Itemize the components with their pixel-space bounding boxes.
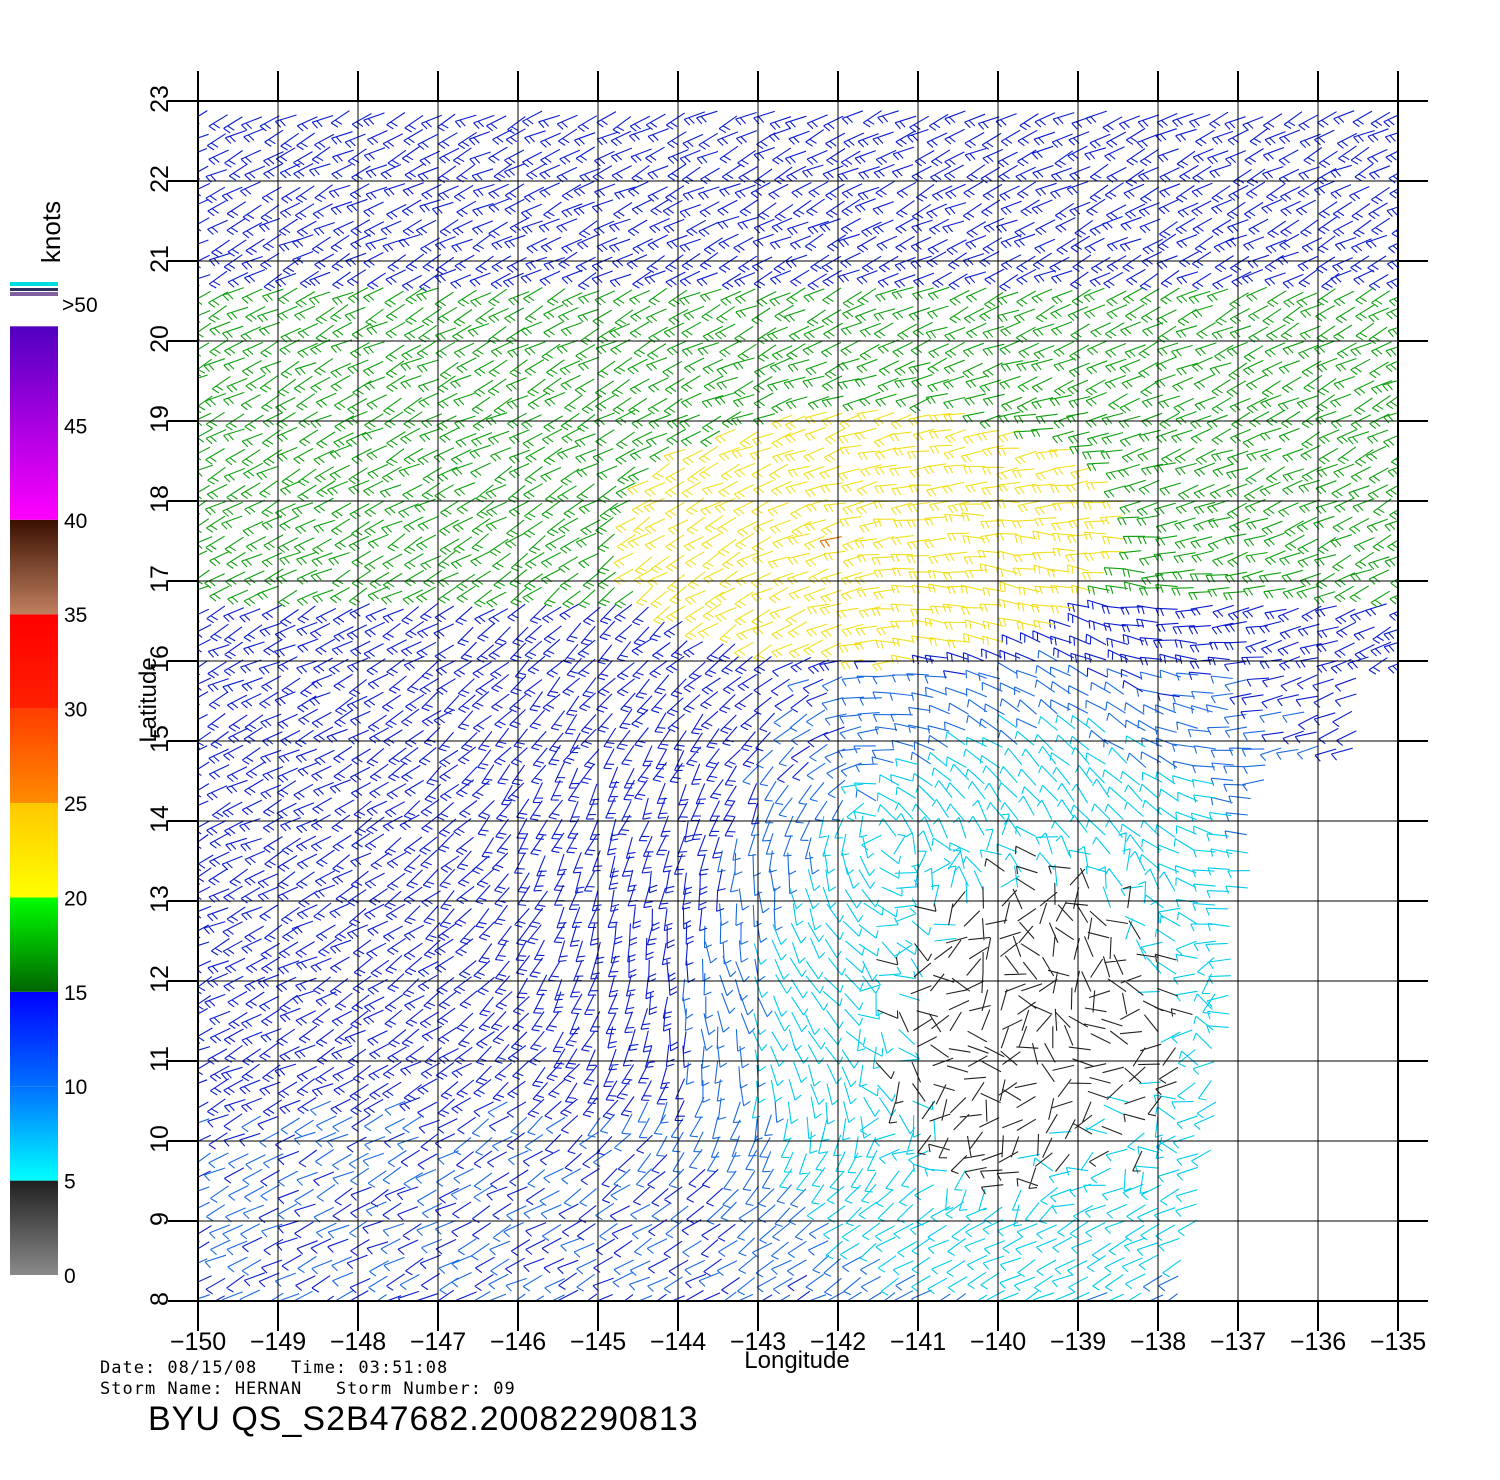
- lat-tick-label: 22: [146, 165, 174, 193]
- colorbar-tick-label: 0: [64, 1265, 76, 1288]
- lat-tick-label: 18: [146, 485, 174, 513]
- lon-tick-label: −148: [330, 1328, 386, 1356]
- wind-barb-group: [613, 409, 1125, 672]
- lon-tick-label: −143: [730, 1328, 786, 1356]
- lon-tick-label: −147: [410, 1328, 466, 1356]
- lon-tick-label: −136: [1290, 1328, 1346, 1356]
- colorbar-band: [10, 897, 58, 992]
- lat-tick-label: 23: [146, 85, 174, 113]
- lon-tick-label: −139: [1050, 1328, 1106, 1356]
- colorbar-tick-label: 35: [64, 604, 87, 627]
- plot-frame: [197, 100, 1399, 1302]
- lat-tick-label: 12: [146, 965, 174, 993]
- wind-barb-group: [198, 286, 1398, 609]
- lon-tick-label: −135: [1370, 1328, 1426, 1356]
- colorbar-tick-label: 30: [64, 699, 87, 722]
- speed-colorbar: 0 5 10 15 20 25 30 35 40 45 >50: [10, 282, 98, 1288]
- colorbar-tick-label: 40: [64, 510, 87, 533]
- colorbar-band: [10, 326, 58, 520]
- lat-tick-label: 19: [146, 405, 174, 433]
- colorbar-stripe: [10, 292, 58, 296]
- wind-barb-group: [875, 845, 1193, 1195]
- wind-barbs: [198, 110, 1398, 1301]
- lat-tick-label: 16: [146, 645, 174, 673]
- lon-tick-label: −150: [170, 1328, 226, 1356]
- colorbar-band: [10, 519, 58, 615]
- wind-barb-group: [751, 714, 1250, 1301]
- product-title: BYU QS_S2B47682.20082290813: [148, 1400, 699, 1438]
- colorbar-unit-label: knots: [36, 201, 66, 263]
- colorbar-band: [10, 991, 58, 1087]
- colorbar-stripe: [10, 288, 58, 291]
- colorbar-band: [10, 614, 58, 709]
- lon-tick-label: −138: [1130, 1328, 1186, 1356]
- wind-barb-group: [198, 110, 1398, 1301]
- lon-tick-label: −145: [570, 1328, 626, 1356]
- latitude-ticks: 8 9 10 11 12 13 14 15 16 17 18 19 20 21 22 23: [146, 85, 1428, 1306]
- colorbar-tick-label: 15: [64, 982, 87, 1005]
- colorbar-band: [10, 1180, 58, 1275]
- lon-tick-label: −137: [1210, 1328, 1266, 1356]
- lat-tick-label: 13: [146, 885, 174, 913]
- wind-barb-group: [198, 649, 1319, 1301]
- lat-tick-label: 20: [146, 325, 174, 353]
- lat-tick-label: 10: [146, 1125, 174, 1153]
- colorbar-tick-label: 10: [64, 1076, 87, 1099]
- lat-tick-label: 11: [146, 1046, 174, 1072]
- x-axis-label: Longitude: [744, 1347, 849, 1374]
- lat-tick-label: 15: [146, 725, 174, 753]
- colorbar-top-label: >50: [62, 294, 98, 317]
- lon-tick-label: −140: [970, 1328, 1026, 1356]
- colorbar-band: [10, 708, 58, 804]
- colorbar-tick-label: 45: [64, 415, 87, 438]
- lat-tick-label: 8: [146, 1292, 174, 1306]
- lon-tick-label: −142: [810, 1328, 866, 1356]
- lat-tick-label: 14: [146, 805, 174, 833]
- date-time-line: Date: 08/15/08 Time: 03:51:08: [100, 1358, 449, 1378]
- colorbar-stripe: [10, 282, 58, 286]
- longitude-ticks: −150 −149 −148 −147 −146 −145 −144 −143 −142 −141…: [170, 71, 1426, 1356]
- lon-tick-label: −141: [890, 1328, 946, 1356]
- colorbar-tick-label: 5: [64, 1171, 76, 1194]
- colorbar-tick-label: 25: [64, 793, 87, 816]
- colorbar-tick-label: 20: [64, 887, 87, 910]
- lon-tick-label: −144: [650, 1328, 706, 1356]
- lat-tick-label: 9: [146, 1212, 174, 1226]
- lon-tick-label: −146: [490, 1328, 546, 1356]
- lat-tick-label: 21: [146, 245, 174, 273]
- y-axis-label: Latitude: [135, 657, 162, 742]
- colorbar-band: [10, 803, 58, 898]
- lon-tick-label: −149: [250, 1328, 306, 1356]
- colorbar-band: [10, 1086, 58, 1181]
- storm-info-line: Storm Name: HERNAN Storm Number: 09: [100, 1379, 516, 1399]
- lat-tick-label: 17: [146, 565, 174, 593]
